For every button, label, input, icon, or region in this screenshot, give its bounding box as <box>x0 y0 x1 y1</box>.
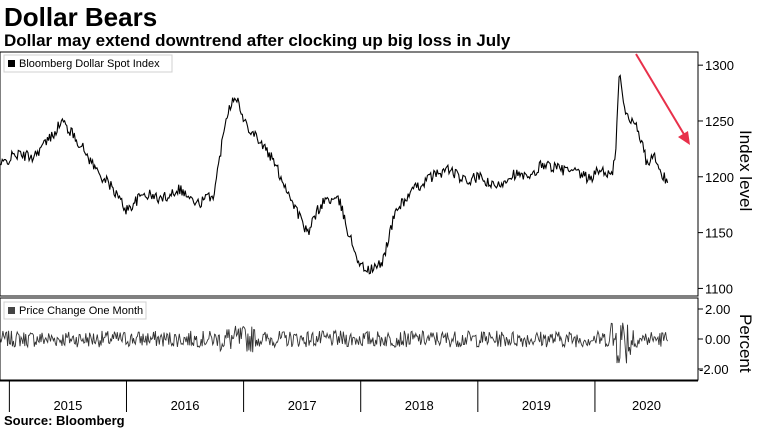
y-tick-label-top: 1250 <box>705 114 734 129</box>
legend-swatch-bottom <box>8 307 15 314</box>
x-tick-label-year: 2016 <box>171 398 200 413</box>
y-tick-label-top: 1100 <box>705 281 733 296</box>
x-tick-label-year: 2015 <box>53 398 82 413</box>
y-tick-label-bottom: -2.00 <box>699 362 729 377</box>
price-change-series-line <box>0 322 668 364</box>
y-axis-title-top: Index level <box>736 130 755 211</box>
y-tick-label-top: 1150 <box>705 226 733 241</box>
legend-box-top <box>3 54 173 73</box>
downtrend-arrow <box>635 53 690 145</box>
x-tick-label-year: 2018 <box>405 398 434 413</box>
y-tick-label-bottom: 2.00 <box>705 302 730 317</box>
source-note: Source: Bloomberg <box>4 413 125 428</box>
y-tick-label-top: 1200 <box>705 170 734 185</box>
y-tick-label-top: 1300 <box>705 58 734 73</box>
top-panel-frame <box>0 51 699 297</box>
x-tick-label-year: 2020 <box>632 398 661 413</box>
chart-title: Dollar Bears <box>4 2 158 32</box>
legend-swatch-top <box>8 60 15 67</box>
chart-subtitle: Dollar may extend downtrend after clocki… <box>4 31 511 50</box>
legend-label-top: Bloomberg Dollar Spot Index <box>19 58 160 70</box>
x-tick-label-year: 2017 <box>288 398 317 413</box>
legend-label-bottom: Price Change One Month <box>19 305 143 317</box>
index-series-line <box>0 74 669 275</box>
x-tick-label-year: 2019 <box>522 398 551 413</box>
y-tick-label-bottom: 0.00 <box>705 332 730 347</box>
legend-box-bottom <box>3 301 147 320</box>
y-axis-title-bottom: Percent <box>736 314 755 373</box>
